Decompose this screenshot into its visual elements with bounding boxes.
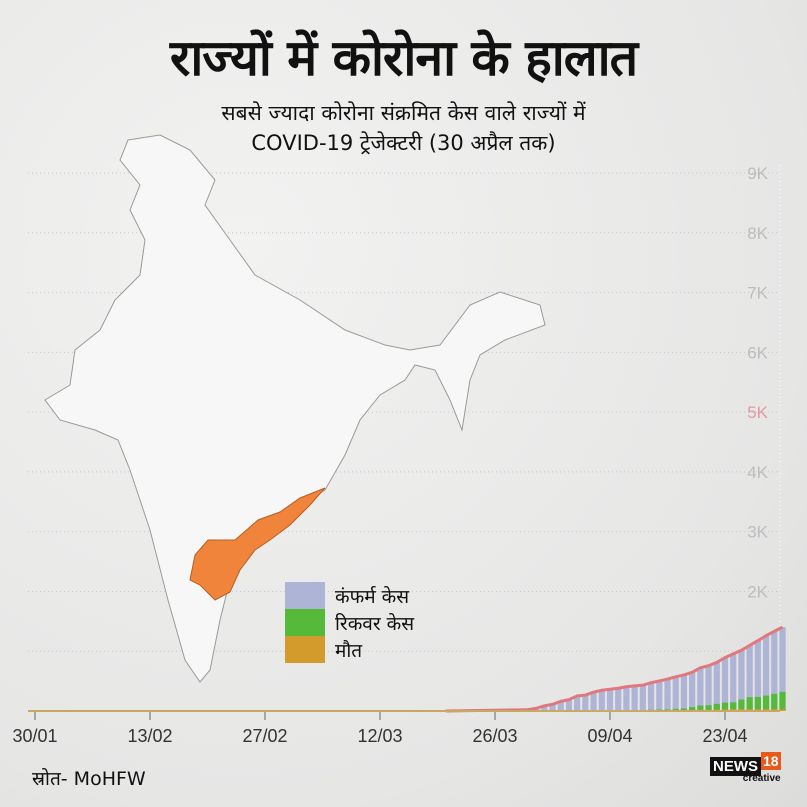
bar-confirmed (549, 704, 556, 711)
legend-label: रिकवर केस (335, 612, 415, 635)
bar-confirmed (730, 653, 737, 711)
bar-confirmed (631, 685, 638, 711)
india-outline (44, 134, 546, 683)
bar-recovered (680, 708, 688, 711)
bar-confirmed (754, 640, 761, 711)
bar-confirmed (582, 695, 589, 711)
x-tick-label: 26/03 (472, 726, 517, 746)
legend-swatch-recovered (285, 609, 325, 636)
legend-item-deaths: मौत (285, 636, 414, 663)
bar-confirmed (623, 686, 630, 711)
x-tick-label: 30/01 (12, 726, 57, 746)
bar-confirmed (606, 689, 614, 711)
legend-item-recovered: रिकवर केस (285, 609, 414, 636)
bar-confirmed (746, 645, 753, 711)
legend-label: मौत (335, 639, 363, 662)
legend-swatch-confirmed (285, 582, 325, 609)
bar-confirmed (771, 631, 778, 711)
y-tick-label: 9K (747, 164, 768, 183)
y-tick-label: 3K (747, 523, 768, 542)
bar-recovered (779, 691, 786, 711)
bar-confirmed (647, 682, 655, 711)
x-tick-label: 09/04 (587, 726, 632, 746)
y-tick-label: 6K (747, 343, 768, 362)
bar-recovered (762, 695, 770, 711)
bar-recovered (697, 705, 704, 711)
confirmed-trend-line (445, 625, 784, 713)
bar-recovered (771, 693, 778, 711)
bar-confirmed (615, 688, 622, 711)
andhra-pradesh (189, 487, 326, 601)
logo-tag: creative (742, 773, 781, 784)
news18-logo: NEWS 18 creative (710, 752, 781, 784)
bar-confirmed (705, 665, 712, 711)
bar-confirmed (762, 635, 770, 711)
y-tick-label: 2K (747, 582, 768, 601)
page-title: राज्यों में कोरोना के हालात (169, 29, 638, 87)
logo-number: 18 (761, 752, 781, 770)
subtitle-line-2: COVID-19 ट्रेजेक्टरी (30 अप्रैल तक) (251, 131, 556, 155)
bar-recovered (705, 705, 712, 711)
bar-confirmed (713, 662, 720, 711)
bar-confirmed (639, 685, 646, 711)
bar-confirmed (689, 672, 696, 711)
bar-confirmed (721, 657, 729, 711)
bar-recovered (713, 703, 720, 711)
bar-confirmed (574, 695, 581, 711)
bar-confirmed (738, 650, 745, 711)
subtitle-line-1: सबसे ज्यादा कोरोना संक्रमित केस वाले राज… (221, 101, 586, 125)
legend-item-confirmed: कंफर्म केस (285, 582, 414, 609)
bar-confirmed (565, 699, 573, 711)
legend-swatch-deaths (285, 636, 325, 663)
bar-recovered (672, 708, 679, 711)
y-tick-label: 8K (747, 224, 768, 243)
bar-confirmed (541, 705, 548, 711)
source-note: स्रोत- MoHFW (32, 768, 146, 790)
bar-recovered (721, 702, 729, 711)
bar-confirmed (656, 680, 663, 711)
x-tick-label: 23/04 (702, 726, 747, 746)
bar-confirmed (680, 674, 688, 711)
bar-confirmed (557, 701, 564, 711)
bar-confirmed (779, 627, 786, 711)
legend-label: कंफर्म केस (335, 585, 410, 608)
bar-deaths (779, 709, 786, 711)
bar-recovered (738, 699, 745, 711)
bar-confirmed (697, 667, 704, 711)
bar-confirmed (598, 690, 605, 711)
bar-confirmed (664, 679, 671, 711)
y-tick-label: 7K (747, 284, 768, 303)
bar-confirmed (672, 676, 679, 711)
logo-brand: NEWS (710, 757, 761, 776)
legend: कंफर्म केस रिकवर केस मौत (285, 582, 414, 663)
y-tick-label: 5K (747, 403, 768, 422)
bar-recovered (730, 702, 737, 711)
india-map (44, 134, 546, 683)
bar-recovered (746, 697, 753, 711)
x-tick-label: 27/02 (242, 726, 287, 746)
x-tick-label: 13/02 (127, 726, 172, 746)
bar-recovered (689, 707, 696, 711)
y-tick-label: 4K (747, 463, 768, 482)
subtitle: सबसे ज्यादा कोरोना संक्रमित केस वाले राज… (0, 98, 807, 158)
x-tick-label: 12/03 (357, 726, 402, 746)
bar-recovered (754, 696, 761, 711)
bar-confirmed (590, 692, 597, 711)
